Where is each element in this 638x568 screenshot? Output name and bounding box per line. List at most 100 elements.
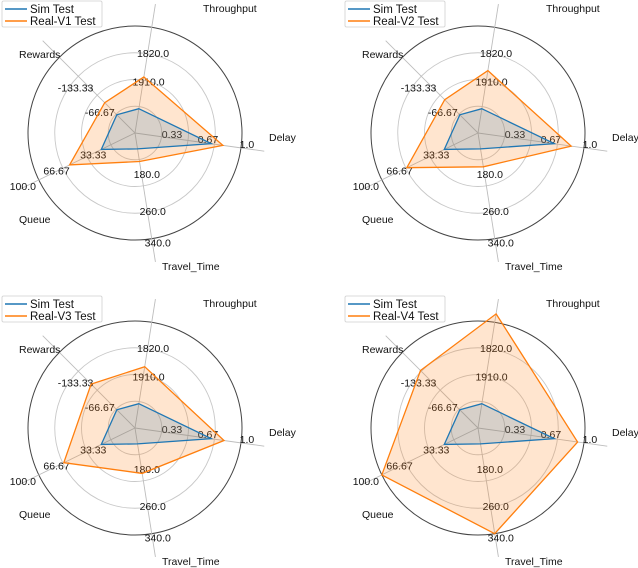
- axis-spoke: [385, 40, 479, 134]
- radar-chart-2: Throughput Delay Travel_Time Queue Rewards 19…: [344, 0, 638, 273]
- tick-label: 0.33: [162, 129, 183, 141]
- axis-spoke: [477, 3, 499, 134]
- axis-label: Delay: [269, 427, 297, 439]
- axis-spoke: [42, 335, 136, 429]
- axis-label: Rewards: [362, 344, 403, 356]
- legend-entry: Real-V4 Test: [373, 311, 439, 323]
- tick-label: -133.33: [401, 378, 437, 390]
- tick-label: 33.33: [423, 444, 449, 456]
- axis-spoke: [17, 427, 136, 486]
- tick-label: -66.67: [85, 402, 115, 414]
- grid-ring: [370, 320, 586, 536]
- grid-ring: [397, 52, 559, 214]
- tick-label: 0.33: [505, 129, 526, 141]
- axis-spoke: [477, 298, 499, 429]
- legend-entry: Sim Test: [373, 299, 418, 311]
- axis-spoke: [134, 298, 156, 429]
- grid-ring: [27, 25, 243, 241]
- tick-label: 340.0: [488, 238, 514, 250]
- tick-label: 1820.0: [137, 343, 169, 355]
- axis-spoke: [134, 427, 265, 447]
- grid-ring: [54, 52, 216, 214]
- tick-label: 0.67: [541, 134, 562, 146]
- tick-label: 260.0: [483, 501, 509, 513]
- axis-label: Delay: [612, 132, 638, 144]
- axis-spoke: [42, 40, 136, 134]
- tick-label: -66.67: [85, 107, 115, 119]
- legend-entry: Real-V1 Test: [30, 16, 96, 28]
- tick-label: 260.0: [483, 206, 509, 218]
- tick-label: 1820.0: [137, 48, 169, 60]
- tick-label: 1.0: [240, 434, 255, 446]
- series-polygon-real: [68, 76, 225, 166]
- grid-ring: [27, 320, 243, 536]
- tick-label: 33.33: [80, 149, 106, 161]
- series-polygon-sim: [100, 403, 214, 446]
- radar-chart-4: Throughput Delay Travel_Time Queue Rewards 19…: [344, 295, 638, 568]
- tick-label: -133.33: [401, 83, 437, 95]
- legend-entry: Sim Test: [30, 4, 75, 16]
- tick-label: 1820.0: [480, 343, 512, 355]
- legend-entry: Sim Test: [373, 4, 418, 16]
- axis-spoke: [134, 132, 265, 152]
- series-polygon-real: [380, 312, 579, 535]
- legend-entry: Real-V3 Test: [30, 311, 96, 323]
- tick-label: 0.33: [162, 424, 183, 436]
- grid-ring: [370, 25, 586, 241]
- axis-spoke: [134, 132, 156, 263]
- grid-ring: [397, 347, 559, 509]
- legend-entry: Real-V2 Test: [373, 16, 439, 28]
- tick-label: 100.0: [353, 181, 379, 193]
- tick-label: 66.67: [43, 165, 69, 177]
- tick-label: 340.0: [145, 533, 171, 545]
- axis-label: Throughput: [203, 3, 257, 15]
- axis-label: Rewards: [362, 49, 403, 61]
- tick-label: 66.67: [386, 165, 412, 177]
- tick-label: 340.0: [488, 533, 514, 545]
- axis-label: Throughput: [546, 298, 600, 310]
- axis-spoke: [134, 427, 156, 558]
- tick-label: 180.0: [134, 169, 160, 181]
- series-polygon-real: [405, 69, 573, 169]
- radar-chart-3: Throughput Delay Travel_Time Queue Rewards 19…: [1, 295, 297, 568]
- tick-label: 66.67: [386, 460, 412, 472]
- tick-label: -133.33: [58, 378, 94, 390]
- tick-label: 33.33: [423, 149, 449, 161]
- tick-label: 180.0: [477, 464, 503, 476]
- axis-label: Rewards: [19, 49, 60, 61]
- tick-label: 1.0: [583, 434, 598, 446]
- axis-spoke: [477, 132, 499, 263]
- axis-label: Travel_Time: [162, 261, 220, 273]
- tick-label: 0.33: [505, 424, 526, 436]
- series-polygon-real: [62, 365, 226, 475]
- tick-label: 260.0: [140, 206, 166, 218]
- tick-label: 0.67: [541, 429, 562, 441]
- axis-label: Queue: [19, 509, 51, 521]
- tick-label: 66.67: [43, 460, 69, 472]
- grid-ring: [54, 347, 216, 509]
- axis-spoke: [360, 427, 479, 486]
- axis-spoke: [360, 132, 479, 191]
- tick-label: 180.0: [477, 169, 503, 181]
- axis-spoke: [17, 132, 136, 191]
- tick-label: -133.33: [58, 83, 94, 95]
- radar-chart-1: ThroughputDelayTravel_TimeQueueRewards19…: [1, 0, 297, 273]
- tick-label: 1910.0: [475, 76, 507, 88]
- axis-spoke: [477, 132, 608, 152]
- axis-label: Travel_Time: [505, 261, 563, 273]
- axis-label: Travel_Time: [505, 556, 563, 568]
- tick-label: 100.0: [353, 476, 379, 488]
- series-polygon-sim: [443, 403, 557, 446]
- axis-spoke: [385, 335, 479, 429]
- tick-label: 0.67: [198, 429, 219, 441]
- tick-label: 1910.0: [475, 371, 507, 383]
- axis-label: Queue: [362, 214, 394, 226]
- axis-label: Travel_Time: [162, 556, 220, 568]
- axis-spoke: [477, 427, 608, 447]
- axis-label: Queue: [19, 214, 51, 226]
- tick-label: 1820.0: [480, 48, 512, 60]
- tick-label: -66.67: [428, 402, 458, 414]
- tick-label: 1910.0: [132, 371, 164, 383]
- series-polygon-sim: [100, 108, 214, 151]
